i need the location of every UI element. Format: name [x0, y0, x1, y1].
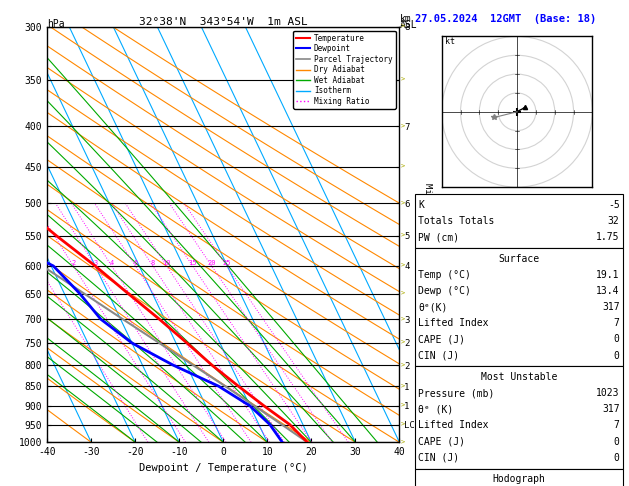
Text: 15: 15 — [188, 260, 197, 266]
Text: >: > — [401, 24, 405, 30]
Text: CAPE (J): CAPE (J) — [418, 436, 465, 447]
Text: 317: 317 — [602, 404, 620, 415]
Text: 2: 2 — [71, 260, 75, 266]
Text: 1.75: 1.75 — [596, 232, 620, 243]
Text: 6: 6 — [133, 260, 138, 266]
Text: km: km — [399, 14, 411, 24]
Text: >: > — [401, 291, 405, 296]
Text: Lifted Index: Lifted Index — [418, 420, 489, 431]
Text: θᵉ(K): θᵉ(K) — [418, 302, 448, 312]
Text: >: > — [401, 316, 405, 322]
Text: K: K — [418, 200, 424, 210]
Text: 0: 0 — [614, 350, 620, 361]
Text: 32°38'N  343°54'W  1m ASL: 32°38'N 343°54'W 1m ASL — [139, 17, 308, 27]
Text: Temp (°C): Temp (°C) — [418, 270, 471, 280]
Text: 13.4: 13.4 — [596, 286, 620, 296]
Text: 10: 10 — [162, 260, 171, 266]
Y-axis label: Mixing Ratio (g/kg): Mixing Ratio (g/kg) — [423, 183, 431, 286]
Text: 27.05.2024  12GMT  (Base: 18): 27.05.2024 12GMT (Base: 18) — [415, 14, 596, 24]
Text: >: > — [401, 383, 405, 389]
Text: 20: 20 — [208, 260, 216, 266]
Text: θᵉ (K): θᵉ (K) — [418, 404, 454, 415]
Text: PW (cm): PW (cm) — [418, 232, 459, 243]
Text: Dewp (°C): Dewp (°C) — [418, 286, 471, 296]
Text: 3: 3 — [93, 260, 97, 266]
Text: Most Unstable: Most Unstable — [481, 372, 557, 382]
Text: Hodograph: Hodograph — [493, 474, 545, 485]
Text: >: > — [401, 123, 405, 129]
Text: 0: 0 — [614, 334, 620, 345]
Text: 317: 317 — [602, 302, 620, 312]
Text: 8: 8 — [151, 260, 155, 266]
Text: © weatheronline.co.uk: © weatheronline.co.uk — [470, 471, 567, 480]
Text: >: > — [401, 77, 405, 83]
Text: >: > — [401, 362, 405, 368]
Text: 1023: 1023 — [596, 388, 620, 399]
Text: >: > — [401, 340, 405, 346]
X-axis label: Dewpoint / Temperature (°C): Dewpoint / Temperature (°C) — [139, 463, 308, 473]
Text: 32: 32 — [608, 216, 620, 226]
Text: hPa: hPa — [47, 19, 65, 30]
Text: 25: 25 — [223, 260, 231, 266]
Text: >: > — [401, 164, 405, 170]
Text: >: > — [401, 439, 405, 445]
Text: 7: 7 — [614, 420, 620, 431]
Text: kt: kt — [445, 37, 455, 46]
Text: 7: 7 — [614, 318, 620, 329]
Text: CAPE (J): CAPE (J) — [418, 334, 465, 345]
Text: CIN (J): CIN (J) — [418, 452, 459, 463]
Text: Surface: Surface — [498, 254, 540, 264]
Text: >: > — [401, 403, 405, 409]
Text: Lifted Index: Lifted Index — [418, 318, 489, 329]
Text: 0: 0 — [614, 436, 620, 447]
Text: 19.1: 19.1 — [596, 270, 620, 280]
Text: ASL: ASL — [399, 20, 417, 31]
Text: >: > — [401, 233, 405, 239]
Text: Totals Totals: Totals Totals — [418, 216, 494, 226]
Text: Pressure (mb): Pressure (mb) — [418, 388, 494, 399]
Text: 4: 4 — [109, 260, 114, 266]
Legend: Temperature, Dewpoint, Parcel Trajectory, Dry Adiabat, Wet Adiabat, Isotherm, Mi: Temperature, Dewpoint, Parcel Trajectory… — [293, 31, 396, 109]
Text: CIN (J): CIN (J) — [418, 350, 459, 361]
Text: 0: 0 — [614, 452, 620, 463]
Text: >: > — [401, 263, 405, 269]
Text: >: > — [401, 421, 405, 428]
Text: -5: -5 — [608, 200, 620, 210]
Text: >: > — [401, 200, 405, 206]
